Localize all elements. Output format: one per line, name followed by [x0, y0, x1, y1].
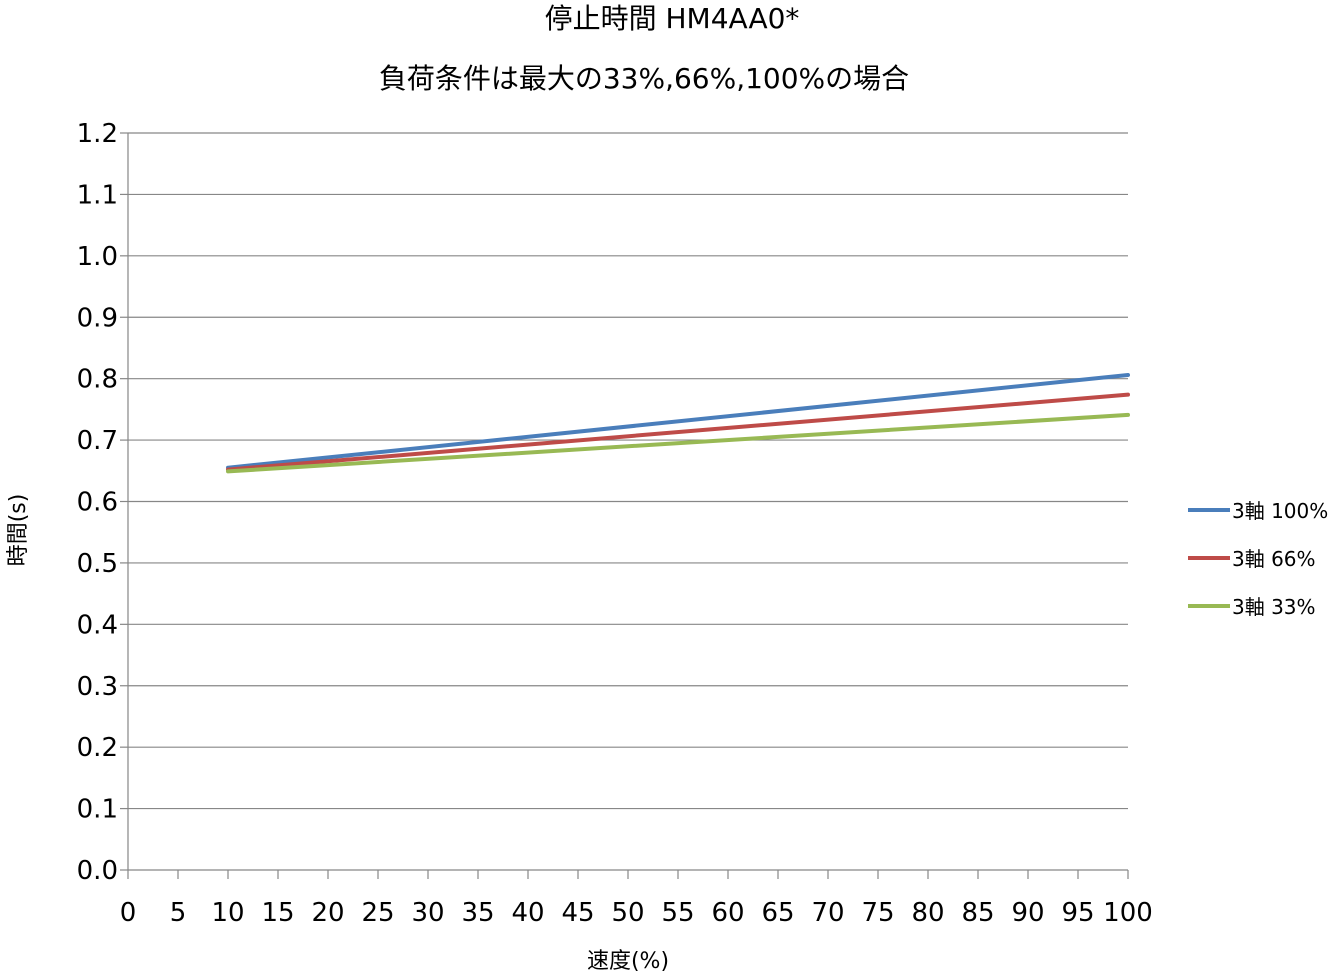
x-tick-label: 0	[120, 898, 137, 928]
series-line-3	[226, 412, 1130, 474]
x-tick-label: 55	[661, 898, 694, 928]
x-tick-label: 75	[861, 898, 894, 928]
y-tick-label: 0.5	[77, 549, 118, 579]
x-tick-label: 40	[511, 898, 544, 928]
x-tick-label: 25	[361, 898, 394, 928]
y-tick-label: 0.6	[77, 488, 118, 518]
legend-label-1: 3軸 100%	[1232, 499, 1328, 523]
series-line-2	[226, 392, 1130, 472]
y-axis-label: 時間(s)	[6, 494, 31, 567]
x-tick-label: 90	[1011, 898, 1044, 928]
y-tick-label: 0.0	[77, 856, 118, 886]
x-tick-label: 15	[261, 898, 294, 928]
x-tick-label: 85	[961, 898, 994, 928]
x-tick-label: 80	[911, 898, 944, 928]
series-line-1	[226, 372, 1130, 470]
y-tick-label: 0.7	[77, 426, 118, 456]
x-tick-label: 100	[1103, 898, 1153, 928]
y-tick-label: 0.2	[77, 733, 118, 763]
y-tick-label: 1.2	[77, 119, 118, 149]
y-tick-label: 1.0	[77, 242, 118, 272]
x-tick-label: 5	[170, 898, 187, 928]
x-tick-label: 50	[611, 898, 644, 928]
y-tick-labels: 0.0 0.1 0.2 0.3 0.4 0.5 0.6 0.7 0.8 0.9 1.0 1.1 1.2	[77, 119, 118, 886]
chart-title: 停止時間 HM4AA0*	[545, 2, 800, 35]
y-tick-label: 0.1	[77, 795, 118, 825]
x-tick-label: 45	[561, 898, 594, 928]
x-tick-label: 65	[761, 898, 794, 928]
plot-area	[226, 372, 1130, 474]
axes	[120, 132, 1129, 879]
x-tick-label: 10	[211, 898, 244, 928]
x-tick-label: 20	[311, 898, 344, 928]
x-tick-label: 95	[1061, 898, 1094, 928]
x-axis-label: 速度(%)	[587, 949, 669, 974]
x-tick-label: 30	[411, 898, 444, 928]
legend-label-3: 3軸 33%	[1232, 595, 1316, 619]
x-tick-labels: 0 5 10 15 20 25 30 35 40 45 50 55 60 65 70 75 80 85 90 95 10…	[120, 898, 1153, 928]
grid	[128, 132, 1128, 810]
y-tick-label: 0.4	[77, 610, 118, 640]
y-tick-label: 1.1	[77, 180, 118, 210]
y-tick-label: 0.3	[77, 672, 118, 702]
x-tick-label: 60	[711, 898, 744, 928]
legend: 3軸 100% 3軸 66% 3軸 33%	[1188, 499, 1328, 619]
y-tick-label: 0.9	[77, 303, 118, 333]
chart-subtitle: 負荷条件は最大の33%,66%,100%の場合	[379, 62, 909, 95]
legend-label-2: 3軸 66%	[1232, 547, 1316, 571]
y-tick-label: 0.8	[77, 365, 118, 395]
x-tick-label: 70	[811, 898, 844, 928]
x-tick-label: 35	[461, 898, 494, 928]
